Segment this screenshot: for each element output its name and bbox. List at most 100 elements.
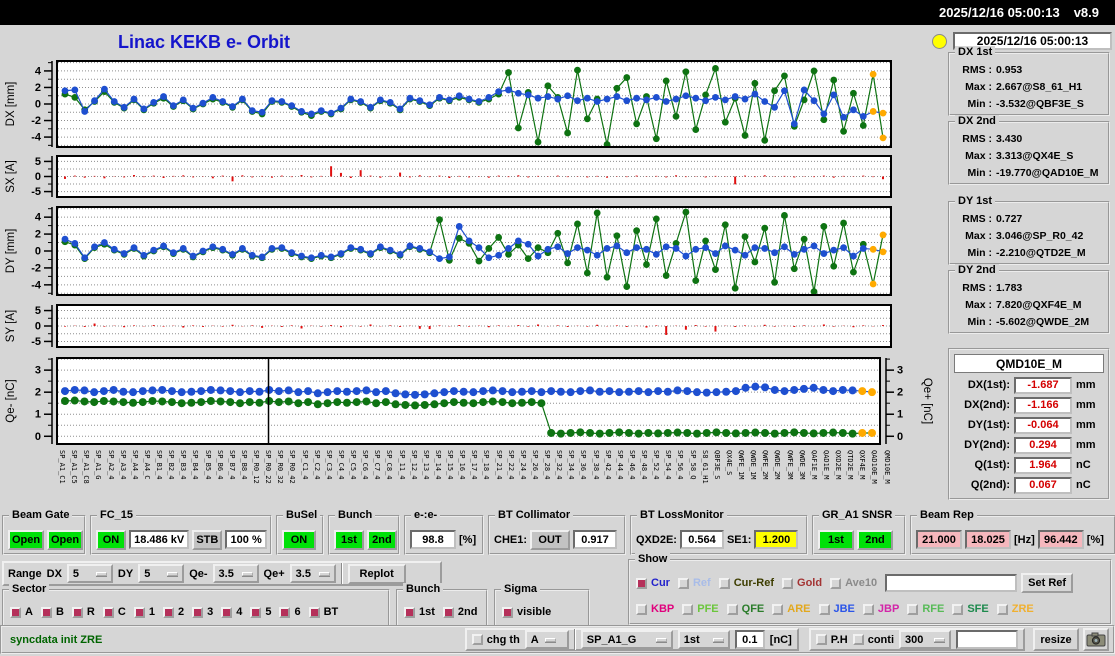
chg-th-checkbox[interactable] (471, 634, 483, 645)
show-checkbox-kbp-checkbox[interactable] (636, 603, 647, 615)
gr-a1-1st-button[interactable]: 1st (818, 529, 854, 550)
show-checkbox-qfe[interactable]: QFE (726, 603, 764, 615)
show-checkbox-sfe-checkbox[interactable] (952, 603, 964, 615)
bunch-2nd-button[interactable]: 2nd (366, 529, 397, 550)
bunch-checkbox-2nd-checkbox[interactable] (442, 606, 454, 618)
sector-checkbox-2-checkbox[interactable] (162, 606, 174, 618)
show-checkbox-kbp[interactable]: KBP (636, 603, 674, 615)
monitor-row-value[interactable]: -1.687 (1014, 376, 1072, 394)
bunch-checkbox-1st[interactable]: 1st (404, 606, 435, 618)
conti-checkitem[interactable]: conti (852, 634, 894, 646)
sector-checkbox-B-checkbox[interactable] (40, 606, 52, 618)
ph-checkitem[interactable]: P.H (815, 634, 848, 646)
sigma-checkbox-visible[interactable]: visible (502, 606, 551, 618)
show-checkbox-pfe[interactable]: PFE (682, 603, 719, 615)
sector-checkbox-2[interactable]: 2 (162, 606, 184, 618)
sector-checkbox-1-checkbox[interactable] (133, 606, 145, 618)
bunch-sel-dropdown[interactable]: 1st (677, 630, 730, 649)
fc15-kv-field[interactable]: 18.486 kV (129, 530, 190, 549)
show-checkbox-ref[interactable]: Ref (677, 577, 711, 589)
show-checkbox-cur-ref-checkbox[interactable] (718, 577, 730, 589)
busel-on-button[interactable]: ON (282, 529, 316, 550)
sector-checkbox-5-checkbox[interactable] (250, 606, 262, 618)
fc15-pct-field[interactable]: 100 % (225, 530, 267, 549)
threshold-field[interactable]: 0.1 (734, 630, 765, 649)
show-checkbox-qfe-checkbox[interactable] (726, 603, 738, 615)
sector-checkbox-5[interactable]: 5 (250, 606, 271, 618)
show-checkbox-jbe-checkbox[interactable] (818, 603, 830, 615)
ref-input[interactable] (885, 574, 1018, 592)
show-checkbox-cur-ref[interactable]: Cur-Ref (718, 577, 774, 589)
show-checkbox-are-checkbox[interactable] (772, 603, 784, 615)
range-qe+-dropdown[interactable]: 3.5 (289, 564, 336, 583)
sector-checkbox-BT-checkbox[interactable] (308, 606, 320, 618)
range-dy-dropdown[interactable]: 5 (138, 564, 185, 583)
fc15-on-button[interactable]: ON (96, 529, 126, 550)
points-dropdown[interactable]: 300 (899, 630, 951, 649)
ee-ratio-field[interactable]: 98.8 (410, 530, 456, 549)
bunch-1st-button[interactable]: 1st (334, 529, 364, 550)
fc15-stb-button[interactable]: STB (192, 529, 223, 550)
che1-out-button[interactable]: OUT (530, 529, 571, 550)
sector-checkbox-BT[interactable]: BT (308, 606, 338, 618)
timestamp-field[interactable]: 2025/12/16 05:00:13 (953, 32, 1112, 50)
beam-gate-open-1-button[interactable]: Open (8, 529, 44, 550)
beam-rep-1-field[interactable]: 21.000 (916, 530, 962, 549)
show-checkbox-zre[interactable]: ZRE (996, 603, 1034, 615)
show-checkbox-gold[interactable]: Gold (782, 577, 822, 589)
show-checkbox-jbp[interactable]: JBP (862, 603, 899, 615)
ph-checkbox[interactable] (815, 634, 827, 645)
sector-checkbox-R-checkbox[interactable] (71, 606, 83, 618)
show-checkbox-rfe[interactable]: RFE (907, 603, 944, 615)
sector-checkbox-3-checkbox[interactable] (192, 606, 204, 618)
conti-checkbox[interactable] (852, 634, 864, 645)
chg-sel-dropdown[interactable]: A (524, 630, 569, 649)
beam-gate-open-2-button[interactable]: Open (47, 529, 83, 550)
camera-button[interactable] (1083, 628, 1109, 651)
show-checkbox-jbe[interactable]: JBE (818, 603, 855, 615)
extra-field[interactable] (956, 630, 1018, 649)
sector-checkbox-B[interactable]: B (40, 606, 64, 618)
sp-sel-dropdown[interactable]: SP_A1_G (580, 630, 673, 649)
sector-checkbox-4-checkbox[interactable] (221, 606, 233, 618)
monitor-row-value[interactable]: 0.294 (1014, 436, 1072, 454)
show-checkbox-ave10-checkbox[interactable] (830, 577, 842, 589)
sector-checkbox-A-checkbox[interactable] (10, 606, 21, 618)
sector-checkbox-6[interactable]: 6 (279, 606, 301, 618)
sector-checkbox-C-checkbox[interactable] (102, 606, 114, 618)
show-checkbox-sfe[interactable]: SFE (952, 603, 989, 615)
monitor-row-value[interactable]: -0.064 (1014, 416, 1072, 434)
show-checkbox-jbp-checkbox[interactable] (862, 603, 874, 615)
monitor-row-value[interactable]: -1.166 (1014, 396, 1072, 414)
set-ref-button[interactable]: Set Ref (1021, 573, 1074, 593)
beam-rep-3-field[interactable]: 96.442 (1037, 530, 1084, 549)
se1-field[interactable]: 1.200 (754, 530, 799, 549)
resize-button[interactable]: resize (1033, 628, 1079, 651)
replot-button[interactable]: Replot (347, 563, 406, 584)
show-checkbox-ref-checkbox[interactable] (677, 577, 689, 589)
sector-checkbox-3[interactable]: 3 (192, 606, 213, 618)
show-checkbox-zre-checkbox[interactable] (996, 603, 1008, 615)
bunch-checkbox-2nd[interactable]: 2nd (442, 606, 477, 618)
gr-a1-2nd-button[interactable]: 2nd (857, 529, 893, 550)
sector-checkbox-C[interactable]: C (102, 606, 126, 618)
che1-value-field[interactable]: 0.917 (573, 530, 618, 549)
range-qe--dropdown[interactable]: 3.5 (212, 564, 259, 583)
show-checkbox-pfe-checkbox[interactable] (682, 603, 694, 615)
show-checkbox-are[interactable]: ARE (772, 603, 811, 615)
bunch-checkbox-1st-checkbox[interactable] (404, 606, 415, 618)
range-dx-dropdown[interactable]: 5 (66, 564, 113, 583)
chg-th-checkitem[interactable]: chg th (471, 634, 520, 646)
sector-checkbox-1[interactable]: 1 (133, 606, 155, 618)
sector-checkbox-6-checkbox[interactable] (279, 606, 291, 618)
show-checkbox-cur-checkbox[interactable] (636, 577, 647, 589)
sector-checkbox-R[interactable]: R (71, 606, 95, 618)
show-checkbox-gold-checkbox[interactable] (782, 577, 794, 589)
monitor-row-value[interactable]: 0.067 (1014, 476, 1072, 494)
show-checkbox-cur[interactable]: Cur (636, 577, 670, 589)
qxd2e-field[interactable]: 0.564 (679, 530, 724, 549)
show-checkbox-rfe-checkbox[interactable] (907, 603, 919, 615)
sigma-checkbox-visible-checkbox[interactable] (502, 606, 513, 618)
beam-rep-2-field[interactable]: 18.025 (965, 530, 1011, 549)
monitor-row-value[interactable]: 1.964 (1014, 456, 1072, 474)
